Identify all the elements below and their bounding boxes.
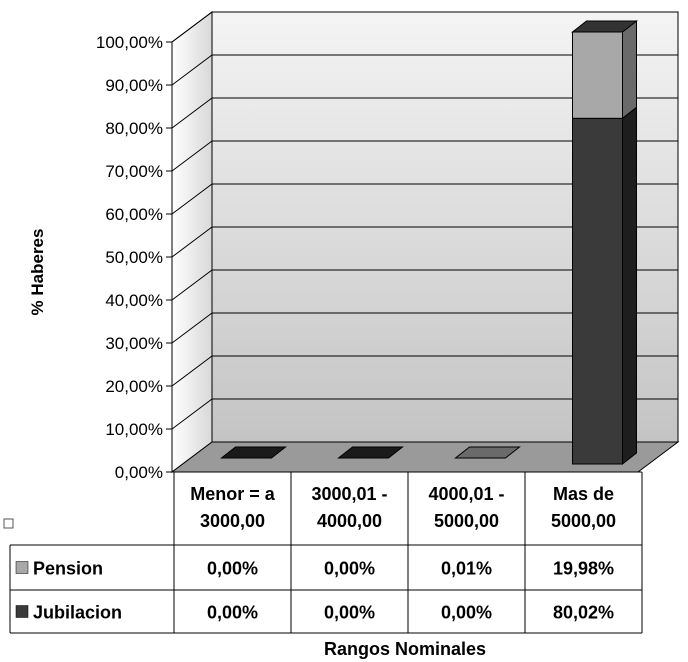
bar-top bbox=[337, 446, 404, 459]
y-tick-label: 60,00% bbox=[105, 205, 163, 224]
y-axis-label: % Haberes bbox=[28, 229, 47, 316]
bar-top bbox=[220, 446, 287, 459]
y-axis-ticks: 0,00% 10,00% 20,00% 30,00% 40,00% 50,00% 60,00… bbox=[96, 33, 173, 482]
category-label: 5000,00 bbox=[551, 511, 616, 531]
y-tick-label: 80,00% bbox=[105, 119, 163, 138]
data-value: 0,00% bbox=[324, 603, 375, 623]
bar-side bbox=[622, 106, 637, 466]
bars bbox=[220, 19, 638, 466]
y-tick-label: 0,00% bbox=[115, 463, 163, 482]
y-tick-label: 10,00% bbox=[105, 420, 163, 439]
gridline-side bbox=[171, 54, 213, 86]
bar-pension bbox=[572, 31, 623, 119]
bar-side bbox=[622, 19, 637, 120]
category-label: 4000,01 - bbox=[428, 484, 504, 504]
legend-swatch bbox=[15, 561, 29, 574]
data-value: 0,01% bbox=[441, 559, 492, 579]
gridline-side bbox=[171, 312, 213, 344]
category-label: 4000,00 bbox=[317, 511, 382, 531]
gridline-side bbox=[171, 11, 213, 43]
data-value: 0,00% bbox=[441, 603, 492, 623]
y-tick-label: 90,00% bbox=[105, 76, 163, 95]
y-tick-label: 40,00% bbox=[105, 291, 163, 310]
category-label: Menor = a bbox=[190, 484, 276, 504]
gridline-side bbox=[171, 183, 213, 215]
category-label: 3000,01 - bbox=[311, 484, 387, 504]
x-axis-label: Rangos Nominales bbox=[324, 639, 486, 659]
small-square-marker bbox=[3, 518, 14, 529]
bar-top bbox=[571, 20, 638, 33]
gridline-side bbox=[171, 269, 213, 301]
y-tick-label: 100,00% bbox=[96, 33, 163, 52]
data-table: Menor = a 3000,00 3000,01 - 4000,00 4000,01 … bbox=[9, 471, 643, 634]
data-value: 0,00% bbox=[324, 559, 375, 579]
category-label: 5000,00 bbox=[434, 511, 499, 531]
y-tick-label: 70,00% bbox=[105, 162, 163, 181]
data-value: 0,00% bbox=[207, 603, 258, 623]
y-tick-label: 50,00% bbox=[105, 248, 163, 267]
y-tick-label: 20,00% bbox=[105, 377, 163, 396]
legend-series-name: Jubilacion bbox=[33, 603, 122, 623]
y-tick-label: 30,00% bbox=[105, 334, 163, 353]
legend-swatch bbox=[15, 605, 29, 618]
bar-top bbox=[454, 446, 521, 459]
gridline-side bbox=[171, 355, 213, 387]
gridline-side bbox=[171, 97, 213, 129]
bar-jubilacion bbox=[572, 117, 623, 465]
gridline-side bbox=[171, 140, 213, 172]
legend-series-name: Pension bbox=[33, 559, 103, 579]
gridline-side bbox=[171, 398, 213, 430]
data-value: 19,98% bbox=[553, 559, 614, 579]
category-label: Mas de bbox=[553, 484, 614, 504]
category-label: 3000,00 bbox=[200, 511, 265, 531]
gridline-side bbox=[171, 226, 213, 258]
data-value: 80,02% bbox=[553, 603, 614, 623]
data-value: 0,00% bbox=[207, 559, 258, 579]
